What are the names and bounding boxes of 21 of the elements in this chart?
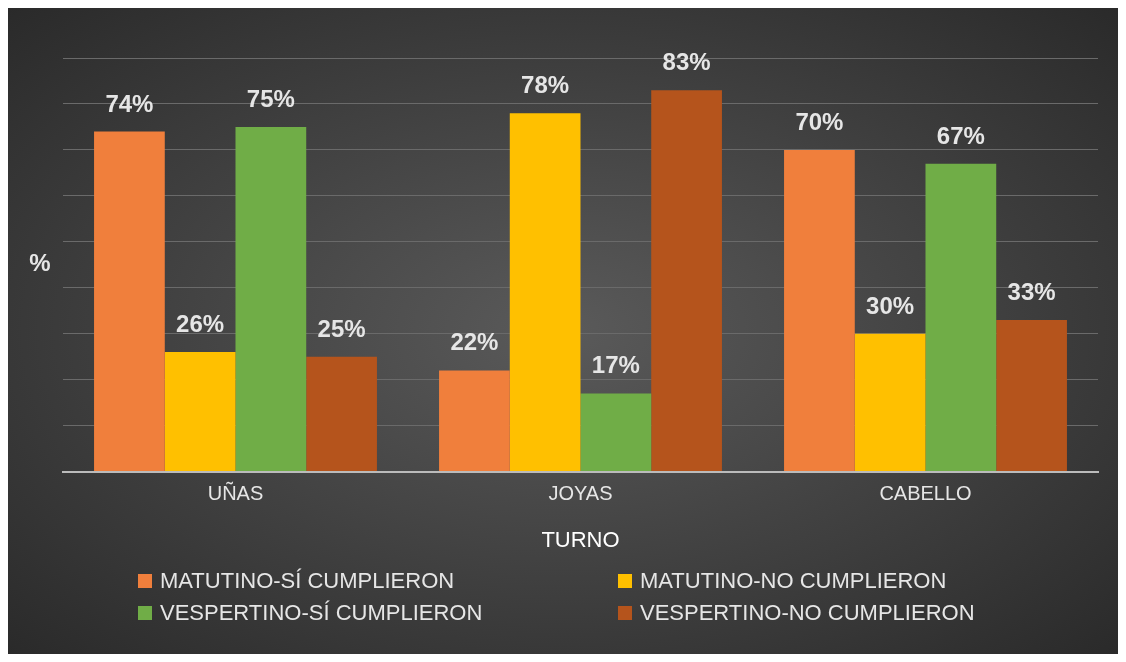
data-label: 70% — [794, 107, 845, 136]
legend-label: VESPERTINO-NO CUMPLIERON — [640, 600, 975, 626]
data-label: 75% — [245, 84, 296, 113]
x-axis-title: TURNO — [541, 526, 620, 552]
x-tick-label: CABELLO — [879, 482, 972, 505]
data-label: 83% — [661, 48, 712, 77]
legend-label: MATUTINO-NO CUMPLIERON — [640, 568, 947, 594]
data-label: 26% — [175, 310, 226, 339]
data-label: 30% — [865, 291, 916, 320]
data-label: 33% — [1006, 277, 1057, 306]
data-label: 78% — [520, 71, 571, 100]
data-label: 22% — [449, 328, 500, 357]
data-label: 17% — [590, 351, 641, 380]
y-axis-title: % — [29, 249, 51, 277]
data-label: 25% — [316, 314, 367, 343]
legend-label: MATUTINO-SÍ CUMPLIERON — [160, 568, 455, 594]
legend-label: VESPERTINO-SÍ CUMPLIERON — [160, 600, 483, 626]
data-label: 67% — [935, 121, 986, 150]
data-label: 74% — [104, 89, 155, 118]
x-tick-label: JOYAS — [548, 482, 613, 505]
x-tick-label: UÑAS — [207, 481, 264, 505]
